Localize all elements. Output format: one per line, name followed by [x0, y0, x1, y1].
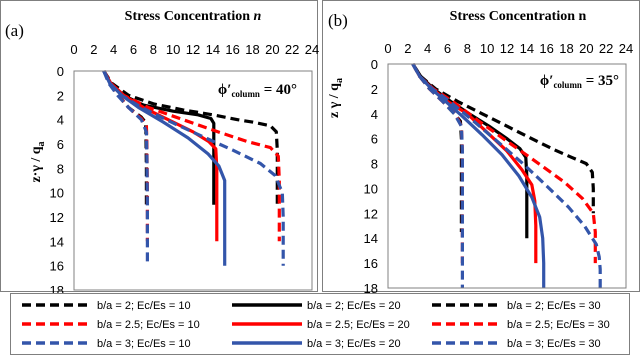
legend-label: b/a = 2.5; Ec/Es = 10	[97, 319, 200, 331]
panel-b-x-tick-label: 16	[539, 41, 553, 56]
panel-a-y-tick-label: 0	[57, 64, 64, 79]
panel-b-annotation-symbol: ϕ′	[540, 73, 554, 89]
panel-a-annotation-sub: column	[231, 89, 260, 99]
panel-a-y-tick-label: 2	[57, 88, 64, 103]
panel-b-y-tick-label: 4	[371, 107, 378, 122]
panel-b-series-line	[411, 63, 546, 288]
panel-b-y-axis-label-sub: a	[334, 78, 345, 83]
panel-a-title-variable: n	[254, 9, 262, 24]
panel-a-friction-annotation: ϕ′column = 40°	[218, 82, 297, 99]
panel-b-curves	[411, 63, 602, 288]
panel-a-x-tick-label: 12	[186, 42, 200, 57]
panel-a-x-tick-label: 16	[225, 42, 239, 57]
panel-a-x-tick-label: 18	[245, 42, 259, 57]
panel-a-x-tick-label: 4	[110, 42, 117, 57]
panel-b-y-tick-label: 18	[364, 281, 378, 296]
panel-b-y-tick-label: 10	[364, 181, 378, 196]
panel-a-frame	[0, 0, 318, 292]
panel-b-x-tick-label: 4	[424, 41, 431, 56]
panel-b-label: (b)	[328, 11, 348, 30]
panel-b-x-tick-label: 10	[480, 41, 494, 56]
panel-a-x-tick-label: 24	[305, 42, 319, 57]
panel-a-title: Stress Concentration n	[125, 9, 262, 24]
legend-label: b/a = 2; Ec/Es = 20	[307, 300, 401, 312]
panel-a-x-tick-label: 10	[166, 42, 180, 57]
panel-a-title-text: Stress Concentration	[125, 9, 254, 24]
panel-b-y-axis-label-text: z γ / q	[327, 83, 342, 118]
panel-b-x-tick-label: 2	[404, 41, 411, 56]
panel-a-y-tick-label: 6	[57, 137, 64, 152]
panel-a-y-tick-label: 14	[50, 234, 64, 249]
panel-a-x-tick-label: 22	[285, 42, 299, 57]
panel-a-x-tick-label: 14	[206, 42, 220, 57]
legend-label: b/a = 2.5; Ec/Es = 30	[507, 319, 610, 331]
panel-b-plot-area	[387, 63, 627, 289]
panel-b-x-tick-label: 20	[579, 41, 593, 56]
panel-a-label: (a)	[5, 21, 24, 40]
panel-b-annotation-sub: column	[553, 80, 582, 90]
panel-b-x-ticks: 0 2 4 6 8 10 12 14 16 18 20 22 24	[384, 41, 633, 56]
panel-b-y-tick-label: 8	[371, 157, 378, 172]
panel-a-annotation-symbol: ϕ′	[218, 82, 232, 98]
panel-b-x-tick-label: 6	[444, 41, 451, 56]
legend-label: b/a = 2.5; Ec/Es = 20	[307, 319, 410, 331]
panel-b-y-axis-label: z γ / qa	[327, 78, 345, 118]
panel-a-x-tick-label: 20	[265, 42, 279, 57]
panel-b-friction-annotation: ϕ′column = 35°	[540, 73, 619, 90]
panel-b-y-tick-label: 2	[371, 82, 378, 97]
panel-a-annotation-value: = 40°	[260, 82, 297, 98]
panel-b-y-tick-label: 14	[364, 231, 378, 246]
panel-a-series-line	[102, 70, 279, 205]
panel-a-y-axis-label-sub: a	[36, 141, 47, 146]
panel-a-x-tick-label: 2	[90, 42, 97, 57]
legend-entries: b/a = 2; Ec/Es = 10 b/a = 2; Ec/Es = 20 b/…	[22, 300, 610, 350]
panel-b-series-line	[411, 63, 464, 288]
legend-label: b/a = 2; Ec/Es = 30	[507, 300, 601, 312]
panel-b-y-tick-label: 0	[371, 57, 378, 72]
panel-b-x-tick-label: 22	[599, 41, 613, 56]
panel-b-series-line	[411, 63, 538, 264]
panel-b-y-ticks: 0 2 4 6 8 10 12 14 16 18	[364, 57, 378, 296]
panel-b-series-line	[411, 63, 602, 288]
legend: b/a = 2; Ec/Es = 10 b/a = 2; Ec/Es = 20 b/…	[10, 293, 630, 355]
panel-a-x-tick-label: 8	[150, 42, 157, 57]
panel-b-y-tick-label: 12	[364, 206, 378, 221]
panel-a-series-line	[102, 70, 281, 242]
panel-a-y-tick-label: 16	[50, 259, 64, 274]
panel-a-curves	[102, 70, 285, 266]
panel-a-x-tick-label: 6	[130, 42, 137, 57]
panel-b-x-tick-label: 24	[619, 41, 633, 56]
panel-b-x-tick-label: 18	[559, 41, 573, 56]
panel-a-y-axis-label: z·γ / qa	[29, 141, 47, 182]
panel-a-x-tick-label: 0	[70, 42, 77, 57]
panel-a-y-tick-label: 8	[57, 161, 64, 176]
panel-b-title: Stress Concentration n	[450, 9, 587, 24]
panel-b-y-tick-label: 6	[371, 132, 378, 147]
legend-label: b/a = 3; Ec/Es = 30	[507, 338, 601, 350]
panel-b-annotation-value: = 35°	[582, 73, 619, 89]
panel-a-series-line	[102, 70, 227, 266]
panel-b-x-tick-label: 12	[500, 41, 514, 56]
legend-label: b/a = 2; Ec/Es = 10	[97, 300, 191, 312]
panel-a-y-tick-label: 10	[50, 186, 64, 201]
panel-a-x-ticks: 0 2 4 6 8 10 12 14 16 18 20 22 24	[70, 42, 319, 57]
panel-b-x-tick-label: 14	[520, 41, 534, 56]
panel-b-x-tick-label: 8	[464, 41, 471, 56]
panel-a-series-line	[102, 70, 285, 266]
legend-label: b/a = 3; Ec/Es = 10	[97, 338, 191, 350]
panel-b-x-tick-label: 0	[384, 41, 391, 56]
panel-a-plot-area	[73, 70, 313, 291]
panel-b-y-tick-label: 16	[364, 256, 378, 271]
legend-label: b/a = 3; Ec/Es = 20	[307, 338, 401, 350]
legend-frame	[10, 293, 630, 355]
panel-a-y-axis-label-text: z·γ / q	[29, 146, 44, 182]
panel-a-y-tick-label: 12	[50, 210, 64, 225]
panel-a-y-tick-label: 4	[57, 113, 64, 128]
